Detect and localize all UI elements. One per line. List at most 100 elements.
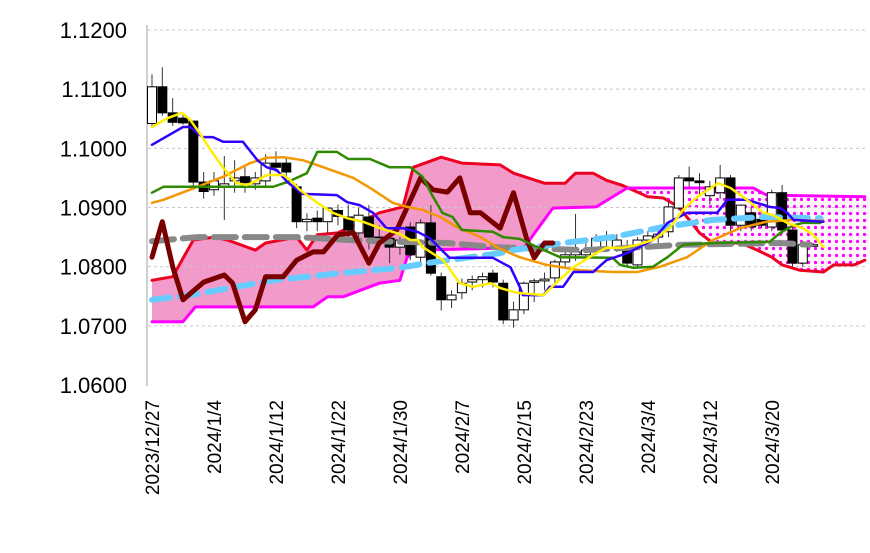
span-b-line (150, 186, 867, 324)
cloud-segment-bearish (838, 196, 842, 265)
y-tick-label: 1.0900 (60, 196, 127, 221)
cloud-segment-bullish (443, 157, 447, 250)
candle-bullish (446, 294, 457, 301)
cloud-segment-bullish (255, 248, 259, 307)
y-tick-label: 1.0600 (60, 373, 127, 398)
x-tick-label: 2024/3/12 (701, 400, 722, 485)
cloud-segment-bullish (242, 245, 246, 307)
cloud-segment-bearish (833, 196, 837, 265)
cloud-segment-bullish (275, 240, 279, 307)
cloud-segment-bearish (849, 196, 853, 265)
cloud-segment-bullish (244, 246, 248, 307)
x-tick-label: 2024/2/23 (577, 400, 598, 485)
trend-blue-line (149, 214, 824, 303)
cloud-segment-bearish (841, 196, 845, 265)
candle-bullish (508, 309, 519, 321)
span-a-line (150, 155, 867, 282)
cloud-segment-bullish (492, 164, 496, 249)
cloud-segment-bullish (185, 249, 189, 319)
candle-bullish (353, 214, 364, 234)
cloud-segment-bullish (332, 233, 336, 297)
cloud-segment-bullish (472, 163, 476, 249)
cloud-segment-bullish (216, 237, 220, 307)
cloud-segment-bullish (451, 160, 455, 250)
tenkan-sen-line (150, 125, 825, 297)
candle-bearish (343, 216, 354, 231)
cloud-segment-bearish (658, 187, 662, 198)
y-tick-label: 1.1000 (60, 136, 127, 161)
cloud-segment-bullish (206, 237, 210, 307)
cloud-segment-bearish (691, 187, 695, 227)
cloud-segment-bullish (322, 234, 326, 301)
cloud-segment-bearish (813, 195, 817, 272)
cloud-segment-bearish (660, 187, 664, 199)
cloud-segment-bullish (588, 173, 592, 208)
cloud-segment-bullish (213, 237, 217, 307)
cloud-segment-bullish (219, 238, 223, 307)
cloud-segment-bullish (593, 173, 597, 207)
cloud-segment-bullish (446, 158, 450, 250)
candle-bearish (425, 222, 436, 274)
candle-bearish (312, 217, 323, 223)
x-tick-label: 2024/2/15 (515, 400, 536, 485)
cloud-segment-bullish (229, 240, 233, 307)
cloud-segment-bullish (448, 159, 452, 250)
cloud-segment-bullish (596, 174, 600, 207)
cloud-segment-bearish (655, 187, 659, 198)
cloud-segment-bullish (611, 181, 615, 198)
candle-bearish (188, 120, 199, 183)
cloud-segment-bullish (552, 183, 556, 209)
cloud-segment-bullish (438, 157, 442, 250)
y-tick-label: 1.1100 (61, 77, 127, 102)
kijun-sen-line (150, 150, 822, 270)
candle-bearish (270, 162, 281, 168)
cloud-segment-bullish (554, 183, 558, 209)
cloud-segment-bearish (851, 196, 855, 265)
cloud-segment-bullish (614, 182, 618, 196)
cloud-segment-bullish (379, 212, 383, 284)
cloud-segment-bearish (818, 196, 822, 272)
candle-bullish (642, 235, 653, 241)
cloud-segment-bearish (653, 187, 656, 198)
cloud-segment-bullish (591, 173, 595, 208)
candle-bullish (632, 239, 643, 266)
candle-bullish (529, 280, 540, 283)
cloud-segment-bullish (606, 180, 610, 201)
cloud-segment-bullish (250, 248, 254, 307)
cloud-segment-bullish (296, 237, 300, 307)
cloud-segment-bearish (844, 196, 848, 265)
cloud-segment-bullish (211, 237, 215, 307)
cloud-segment-bullish (201, 238, 205, 307)
candle-bullish (766, 192, 777, 228)
candle-bearish (694, 180, 705, 184)
x-tick-label: 2024/1/30 (391, 400, 412, 485)
cloud-segment-bullish (536, 180, 540, 231)
cloud-segment-bullish (441, 157, 445, 250)
x-tick-label: 2024/1/4 (205, 400, 226, 474)
cloud-segment-bullish (510, 171, 514, 249)
x-tick-label: 2024/3/4 (639, 400, 660, 474)
cloud-segment-bullish (208, 237, 212, 307)
cloud-segment-bullish (182, 253, 186, 322)
cloud-segment-bullish (570, 175, 574, 208)
cloud-segment-bullish (190, 240, 194, 313)
cloud-segment-bearish (854, 196, 858, 265)
y-axis-ticks: 1.0600 1.0700 1.0800 1.0900 1.1000 1.1100 1.12… (60, 18, 127, 398)
cloud-segment-bullish (330, 233, 334, 297)
x-tick-label: 2024/2/7 (453, 400, 474, 474)
y-tick-label: 1.0700 (60, 314, 127, 339)
y-tick-label: 1.0800 (60, 255, 127, 280)
candle-bullish (477, 276, 488, 281)
cloud-segment-bullish (335, 232, 339, 297)
cloud-segment-bearish (859, 196, 863, 263)
cloud-segment-bullish (314, 234, 318, 306)
cloud-segment-bullish (531, 179, 535, 238)
candle-bearish (281, 162, 292, 173)
cloud-segment-bearish (663, 187, 667, 200)
candle-bullish (301, 218, 312, 223)
cloud-segment-bullish (312, 238, 316, 307)
cloud-segment-bearish (647, 187, 651, 198)
cloud-segment-bullish (575, 173, 579, 208)
cloud-segment-bullish (198, 238, 202, 307)
